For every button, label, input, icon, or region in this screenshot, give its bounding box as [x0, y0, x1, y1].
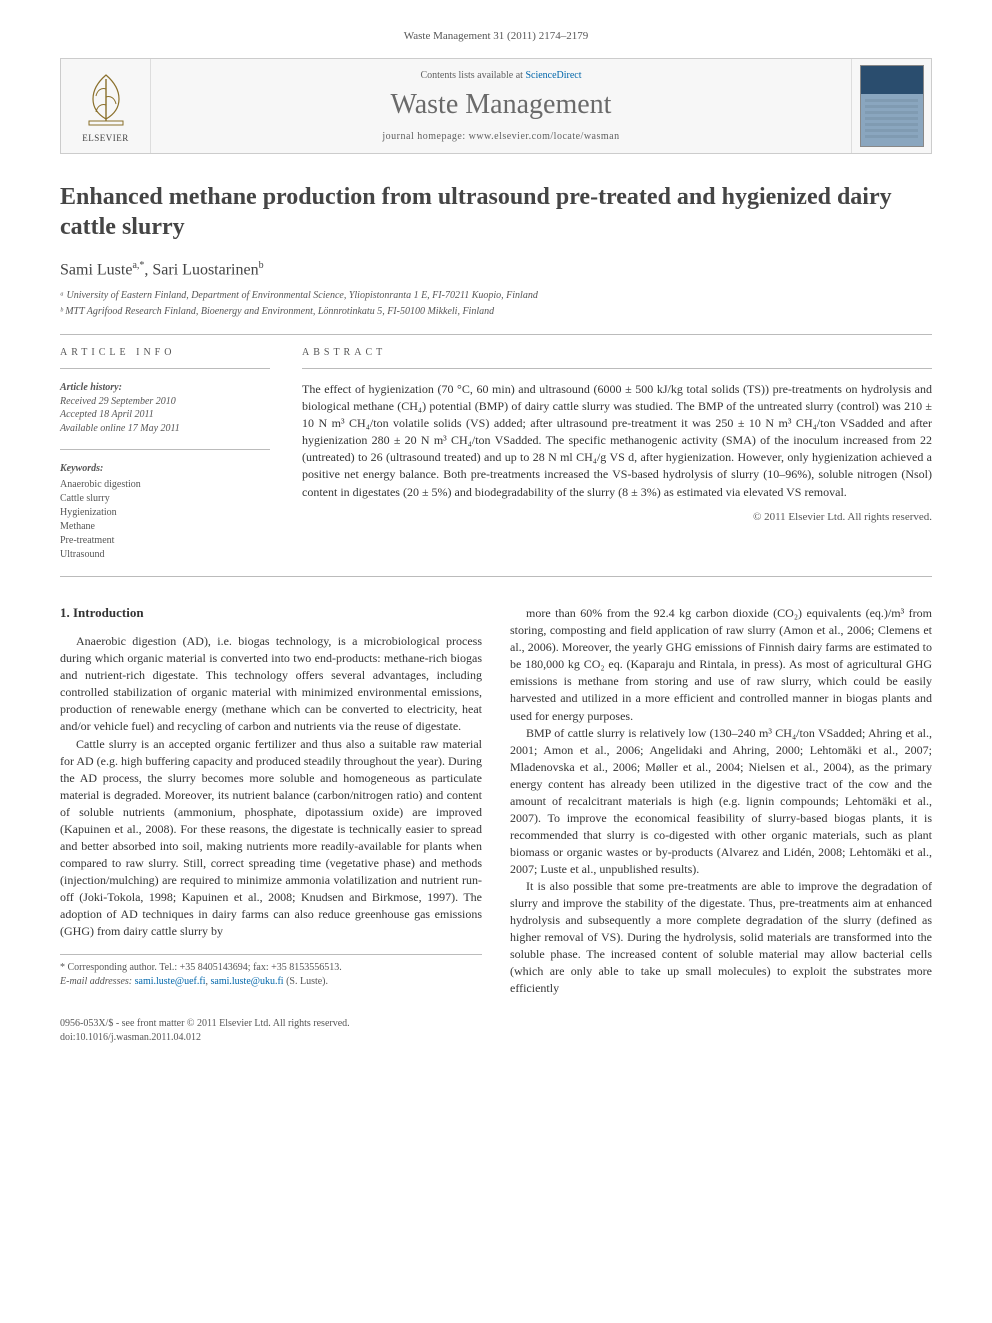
sciencedirect-link[interactable]: ScienceDirect	[525, 70, 581, 81]
author-a-sup: a,*	[132, 260, 144, 271]
footer-left: 0956-053X/$ - see front matter © 2011 El…	[60, 1017, 350, 1045]
abstract-text: The effect of hygienization (70 °C, 60 m…	[302, 381, 932, 500]
journal-banner: ELSEVIER Contents lists available at Sci…	[60, 58, 932, 154]
author-b-sup: b	[259, 260, 264, 271]
abstract-sep-top	[302, 368, 932, 369]
email-link-1[interactable]: sami.luste@uef.fi	[135, 976, 206, 987]
body-para: more than 60% from the 92.4 kg carbon di…	[510, 605, 932, 724]
keyword-item: Pre-treatment	[60, 534, 270, 548]
corr-tel-fax: * Corresponding author. Tel.: +35 840514…	[60, 961, 482, 975]
corresponding-author-block: * Corresponding author. Tel.: +35 840514…	[60, 954, 482, 989]
citation-bar: Waste Management 31 (2011) 2174–2179	[60, 30, 932, 42]
author-sari-luostarinen[interactable]: Sari Luostarinen	[152, 261, 258, 278]
email-suffix: (S. Luste).	[284, 976, 328, 987]
article-info-heading: ARTICLE INFO	[60, 347, 270, 358]
keywords-block: Keywords: Anaerobic digestion Cattle slu…	[60, 462, 270, 562]
body-para: Cattle slurry is an accepted organic fer…	[60, 736, 482, 940]
history-title: Article history:	[60, 381, 270, 395]
article-info-column: ARTICLE INFO Article history: Received 2…	[60, 347, 270, 562]
keyword-item: Cattle slurry	[60, 492, 270, 506]
homepage-url[interactable]: www.elsevier.com/locate/wasman	[469, 131, 620, 142]
section-1-heading: 1. Introduction	[60, 605, 482, 621]
author-list: Sami Lustea,*, Sari Luostarinenb	[60, 260, 932, 279]
elsevier-tree-icon	[79, 69, 133, 129]
body-two-columns: 1. Introduction Anaerobic digestion (AD)…	[60, 605, 932, 997]
article-title: Enhanced methane production from ultraso…	[60, 182, 932, 242]
contents-prefix: Contents lists available at	[420, 70, 525, 81]
publisher-name: ELSEVIER	[82, 133, 129, 143]
keyword-item: Methane	[60, 520, 270, 534]
history-received: Received 29 September 2010	[60, 395, 270, 409]
journal-name: Waste Management	[391, 89, 612, 121]
body-column-left: 1. Introduction Anaerobic digestion (AD)…	[60, 605, 482, 997]
abstract-copyright: © 2011 Elsevier Ltd. All rights reserved…	[302, 511, 932, 523]
email-label: E-mail addresses:	[60, 976, 135, 987]
banner-middle: Contents lists available at ScienceDirec…	[151, 59, 851, 153]
affiliation-a: ᵃ University of Eastern Finland, Departm…	[60, 289, 932, 303]
homepage-prefix: journal homepage:	[382, 131, 468, 142]
history-online: Available online 17 May 2011	[60, 422, 270, 436]
footer-issn: 0956-053X/$ - see front matter © 2011 El…	[60, 1017, 350, 1031]
journal-cover-thumb	[851, 59, 931, 153]
page-footer: 0956-053X/$ - see front matter © 2011 El…	[60, 1017, 932, 1045]
publisher-logo: ELSEVIER	[61, 59, 151, 153]
article-history: Article history: Received 29 September 2…	[60, 381, 270, 435]
contents-line: Contents lists available at ScienceDirec…	[420, 70, 581, 81]
body-para: BMP of cattle slurry is relatively low (…	[510, 725, 932, 878]
article-header: Enhanced methane production from ultraso…	[60, 182, 932, 318]
author-sami-luste[interactable]: Sami Luste	[60, 261, 132, 278]
affiliations: ᵃ University of Eastern Finland, Departm…	[60, 289, 932, 318]
cover-image-placeholder	[860, 65, 924, 147]
body-para: It is also possible that some pre-treatm…	[510, 878, 932, 997]
abstract-column: ABSTRACT The effect of hygienization (70…	[302, 347, 932, 562]
abstract-heading: ABSTRACT	[302, 347, 932, 358]
email-link-2[interactable]: sami.luste@uku.fi	[210, 976, 283, 987]
affiliation-b: ᵇ MTT Agrifood Research Finland, Bioener…	[60, 305, 932, 319]
footer-doi: doi:10.1016/j.wasman.2011.04.012	[60, 1031, 350, 1045]
keywords-title: Keywords:	[60, 462, 270, 476]
keyword-item: Anaerobic digestion	[60, 478, 270, 492]
body-para: Anaerobic digestion (AD), i.e. biogas te…	[60, 633, 482, 735]
homepage-line: journal homepage: www.elsevier.com/locat…	[382, 131, 619, 142]
corr-emails: E-mail addresses: sami.luste@uef.fi, sam…	[60, 975, 482, 989]
history-accepted: Accepted 18 April 2011	[60, 408, 270, 422]
info-sep-mid	[60, 449, 270, 450]
section-separator-body	[60, 576, 932, 577]
keyword-item: Ultrasound	[60, 548, 270, 562]
info-abstract-row: ARTICLE INFO Article history: Received 2…	[60, 347, 932, 562]
section-separator	[60, 334, 932, 335]
body-column-right: more than 60% from the 92.4 kg carbon di…	[510, 605, 932, 997]
keyword-item: Hygienization	[60, 506, 270, 520]
info-sep-top	[60, 368, 270, 369]
